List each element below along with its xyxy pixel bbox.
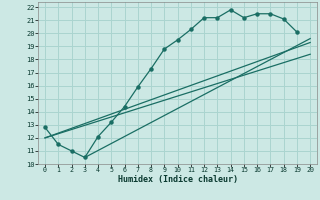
X-axis label: Humidex (Indice chaleur): Humidex (Indice chaleur) xyxy=(118,175,238,184)
